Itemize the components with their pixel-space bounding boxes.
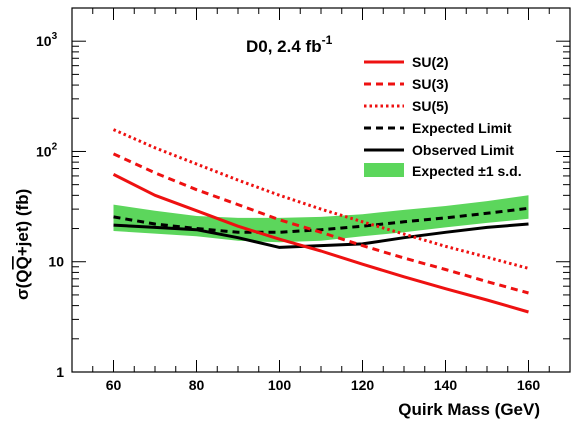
legend-label-band: Expected ±1 s.d. — [412, 163, 522, 179]
series-layer — [112, 128, 529, 314]
x-tick-label: 120 — [351, 377, 375, 393]
x-tick-label: 140 — [434, 377, 458, 393]
legend-label-su5: SU(5) — [412, 98, 449, 114]
legend-label-su2: SU(2) — [412, 54, 449, 70]
x-tick-label: 60 — [106, 377, 122, 393]
x-axis-label: Quirk Mass (GeV) — [398, 400, 540, 419]
series-expected-limit — [113, 206, 529, 234]
series-su-2 — [112, 173, 529, 314]
y-tick-label-base: 10 — [36, 33, 52, 49]
y-tick-label-base: 10 — [36, 143, 52, 159]
y-tick-label: 102 — [36, 141, 58, 159]
y-tick-label: 10 — [48, 254, 64, 270]
legend-label-su3: SU(3) — [412, 76, 449, 92]
chart-title-main: D0, 2.4 fb — [246, 37, 322, 56]
svg-text:σ(QQ+jet) (fb): σ(QQ+jet) (fb) — [13, 189, 32, 300]
x-tick-label: 80 — [189, 377, 205, 393]
band-layer — [113, 195, 529, 243]
y-axis-label-part1: σ(Q — [13, 269, 32, 300]
legend: SU(2) SU(3) SU(5) Expected Limit Observe… — [364, 54, 522, 179]
y-tick-label: 1 — [56, 364, 64, 380]
expected-band — [113, 195, 529, 243]
series-su-3 — [112, 152, 529, 295]
tick-layer — [71, 7, 571, 373]
x-tick-label: 160 — [517, 377, 541, 393]
y-tick-label-exponent: 3 — [52, 31, 58, 42]
y-axis-label-part2: +jet) (fb) — [13, 189, 32, 257]
legend-label-expected: Expected Limit — [412, 120, 512, 136]
series-observed-limit — [113, 222, 529, 249]
chart-title: D0, 2.4 fb-1 — [246, 33, 333, 56]
legend-label-observed: Observed Limit — [412, 142, 514, 158]
x-tick-label: 100 — [268, 377, 292, 393]
x-tick-labels: 60 80 100 120 140 160 — [106, 377, 541, 393]
series-su-5 — [112, 128, 529, 270]
chart-title-exponent: -1 — [322, 33, 333, 47]
y-tick-label-exponent: 2 — [52, 141, 58, 152]
y-tick-label: 103 — [36, 31, 58, 49]
y-axis-label-qbar: Q — [13, 256, 32, 269]
y-axis-label: σ(QQ+jet) (fb) — [13, 189, 32, 300]
legend-swatch-band — [364, 163, 404, 177]
